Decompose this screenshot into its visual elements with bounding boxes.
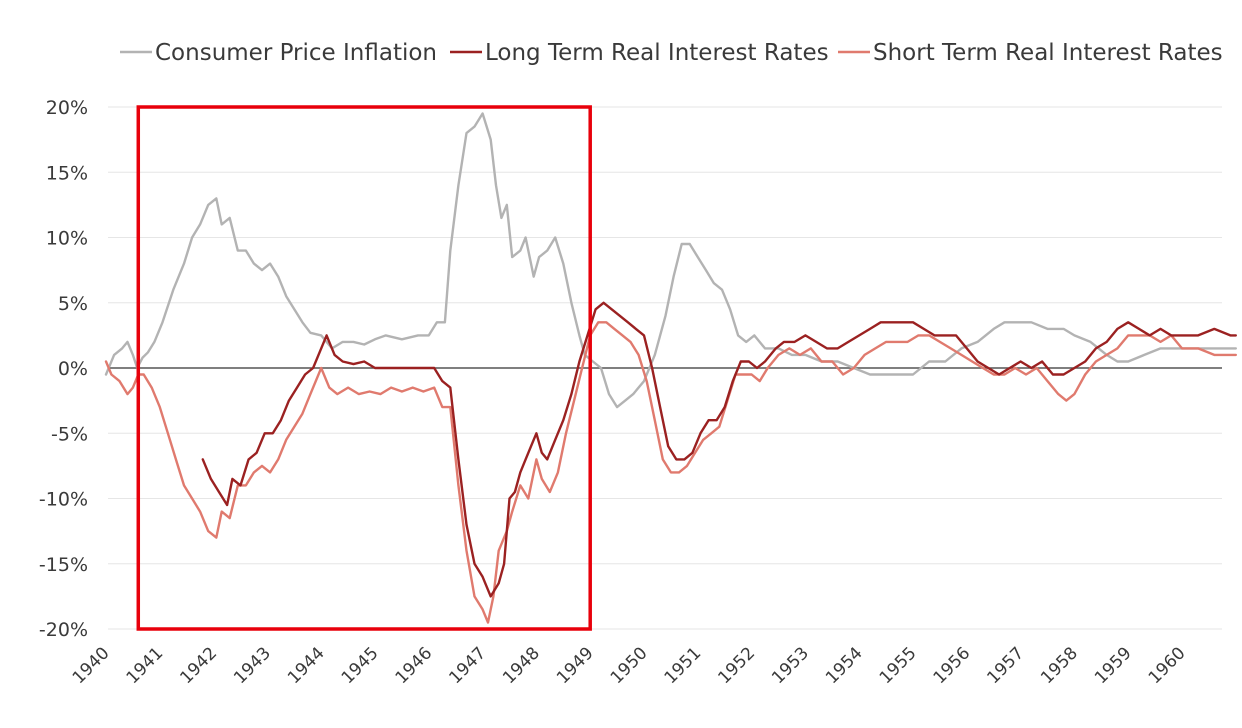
x-tick-label: 1949 xyxy=(553,643,598,688)
highlight-box-group xyxy=(136,105,592,631)
highlight-box xyxy=(136,105,592,631)
y-tick-label: -10% xyxy=(39,489,88,511)
x-tick-label: 1948 xyxy=(499,643,544,688)
x-tick-label: 1951 xyxy=(661,643,706,688)
y-tick-label: 20% xyxy=(46,97,88,119)
gridlines xyxy=(108,106,1222,630)
y-tick-label: -15% xyxy=(39,554,88,576)
x-tick-label: 1950 xyxy=(607,643,652,688)
x-tick-label: 1954 xyxy=(822,643,867,688)
y-tick-label: -20% xyxy=(39,619,88,641)
x-tick-label: 1945 xyxy=(338,643,383,688)
x-tick-label: 1944 xyxy=(284,643,329,688)
y-axis-ticks: 20% 15% 10% 5% 0% -5% -10% -15% -20% xyxy=(39,97,88,641)
legend-label: Consumer Price Inflation xyxy=(155,40,437,66)
series-lines xyxy=(104,112,1237,624)
series-line-short-term-real-interest-rates xyxy=(104,321,1237,624)
x-tick-label: 1942 xyxy=(176,643,221,688)
y-tick-label: 10% xyxy=(46,228,88,250)
x-tick-label: 1959 xyxy=(1091,643,1136,688)
legend-label: Long Term Real Interest Rates xyxy=(485,40,829,66)
x-tick-label: 1953 xyxy=(768,643,813,688)
x-tick-label: 1952 xyxy=(714,643,759,688)
y-tick-label: -5% xyxy=(51,423,88,445)
x-tick-label: 1956 xyxy=(930,643,975,688)
legend: Consumer Price Inflation Long Term Real I… xyxy=(120,40,1223,66)
x-tick-label: 1943 xyxy=(230,643,275,688)
x-tick-label: 1958 xyxy=(1037,643,1082,688)
x-axis-ticks: 1940 1941 1942 1943 1944 1945 1946 1947 1948 1949… xyxy=(69,643,1190,688)
series-line-long-term-real-interest-rates xyxy=(201,301,1237,598)
legend-label: Short Term Real Interest Rates xyxy=(873,40,1223,66)
x-tick-label: 1941 xyxy=(123,643,168,688)
series-line-consumer-price-inflation xyxy=(104,112,1237,409)
x-tick-label: 1960 xyxy=(1145,643,1190,688)
x-tick-label: 1955 xyxy=(876,643,921,688)
x-tick-label: 1947 xyxy=(445,643,490,688)
x-tick-label: 1946 xyxy=(392,643,437,688)
y-tick-label: 15% xyxy=(46,162,88,184)
y-tick-label: 5% xyxy=(58,293,88,315)
x-tick-label: 1940 xyxy=(69,643,114,688)
y-tick-label: 0% xyxy=(58,358,88,380)
x-tick-label: 1957 xyxy=(983,643,1028,688)
